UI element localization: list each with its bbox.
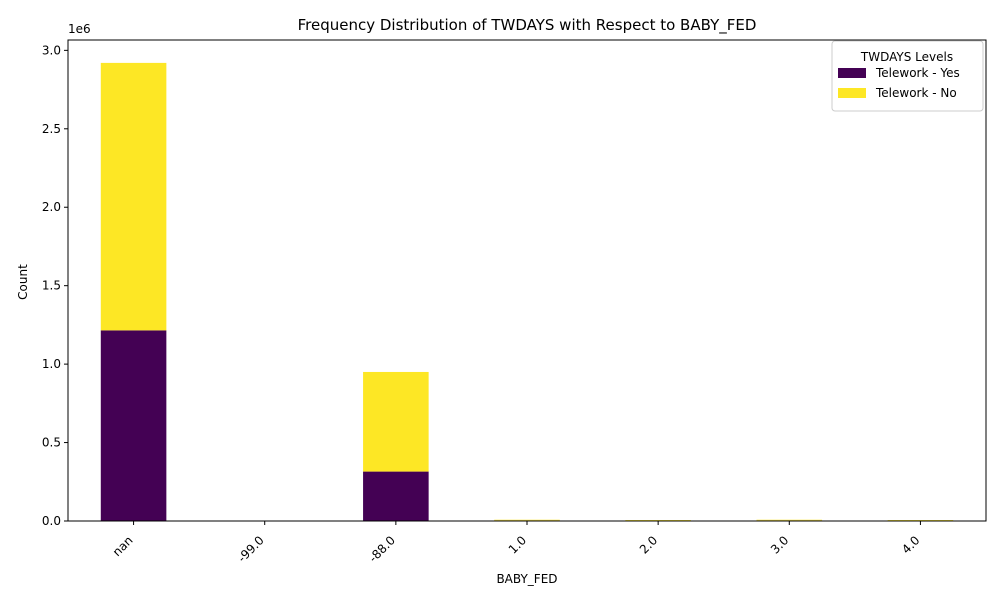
y-axis-scale-note: 1e6 — [68, 22, 91, 36]
ticks-layer: 0.0 0.5 1.0 1.5 2.0 2.5 3.0 nan -99.0 -88.0 1.0 2.0… — [42, 43, 923, 565]
x-tick-label: -99.0 — [235, 533, 267, 565]
y-tick-label: 1.0 — [42, 357, 61, 371]
x-tick-label: 2.0 — [637, 533, 660, 556]
x-tick-label: 4.0 — [899, 533, 922, 556]
x-tick-label: -88.0 — [366, 533, 398, 565]
legend-entry-1: Telework - No — [875, 86, 957, 100]
legend-swatch-1 — [838, 88, 866, 98]
legend: TWDAYS Levels Telework - Yes Telework - N… — [831, 40, 984, 112]
y-tick-label: 1.5 — [42, 279, 61, 293]
bar-1.0-series-1 — [494, 519, 560, 521]
legend-swatch-0 — [838, 68, 866, 78]
bar--88.0-series-0 — [363, 471, 429, 521]
y-tick-label: 3.0 — [42, 43, 61, 57]
bar--88.0-series-1 — [363, 371, 429, 472]
x-axis-label: BABY_FED — [496, 572, 557, 586]
y-tick-label: 2.0 — [42, 200, 61, 214]
bar-nan-series-0 — [100, 330, 167, 521]
legend-entry-0: Telework - Yes — [875, 66, 960, 80]
y-axis-label: Count — [16, 264, 30, 300]
y-tick-label: 2.5 — [42, 122, 61, 136]
legend-title: TWDAYS Levels — [860, 50, 953, 64]
legend-frame — [831, 40, 984, 112]
plot-frame — [67, 39, 987, 522]
y-tick-label: 0.5 — [42, 436, 61, 450]
x-tick-label: 3.0 — [768, 533, 791, 556]
y-tick-label: 0.0 — [42, 514, 61, 528]
x-tick-label: 1.0 — [506, 533, 529, 556]
bar-nan-series-1 — [100, 62, 167, 331]
legend-items: Telework - Yes Telework - No — [838, 66, 960, 100]
axes-layer — [67, 39, 987, 522]
x-tick-label: nan — [110, 533, 136, 559]
bar-3.0-series-1 — [756, 519, 823, 521]
bars-layer — [100, 62, 954, 521]
chart-title: Frequency Distribution of TWDAYS with Re… — [298, 16, 757, 35]
